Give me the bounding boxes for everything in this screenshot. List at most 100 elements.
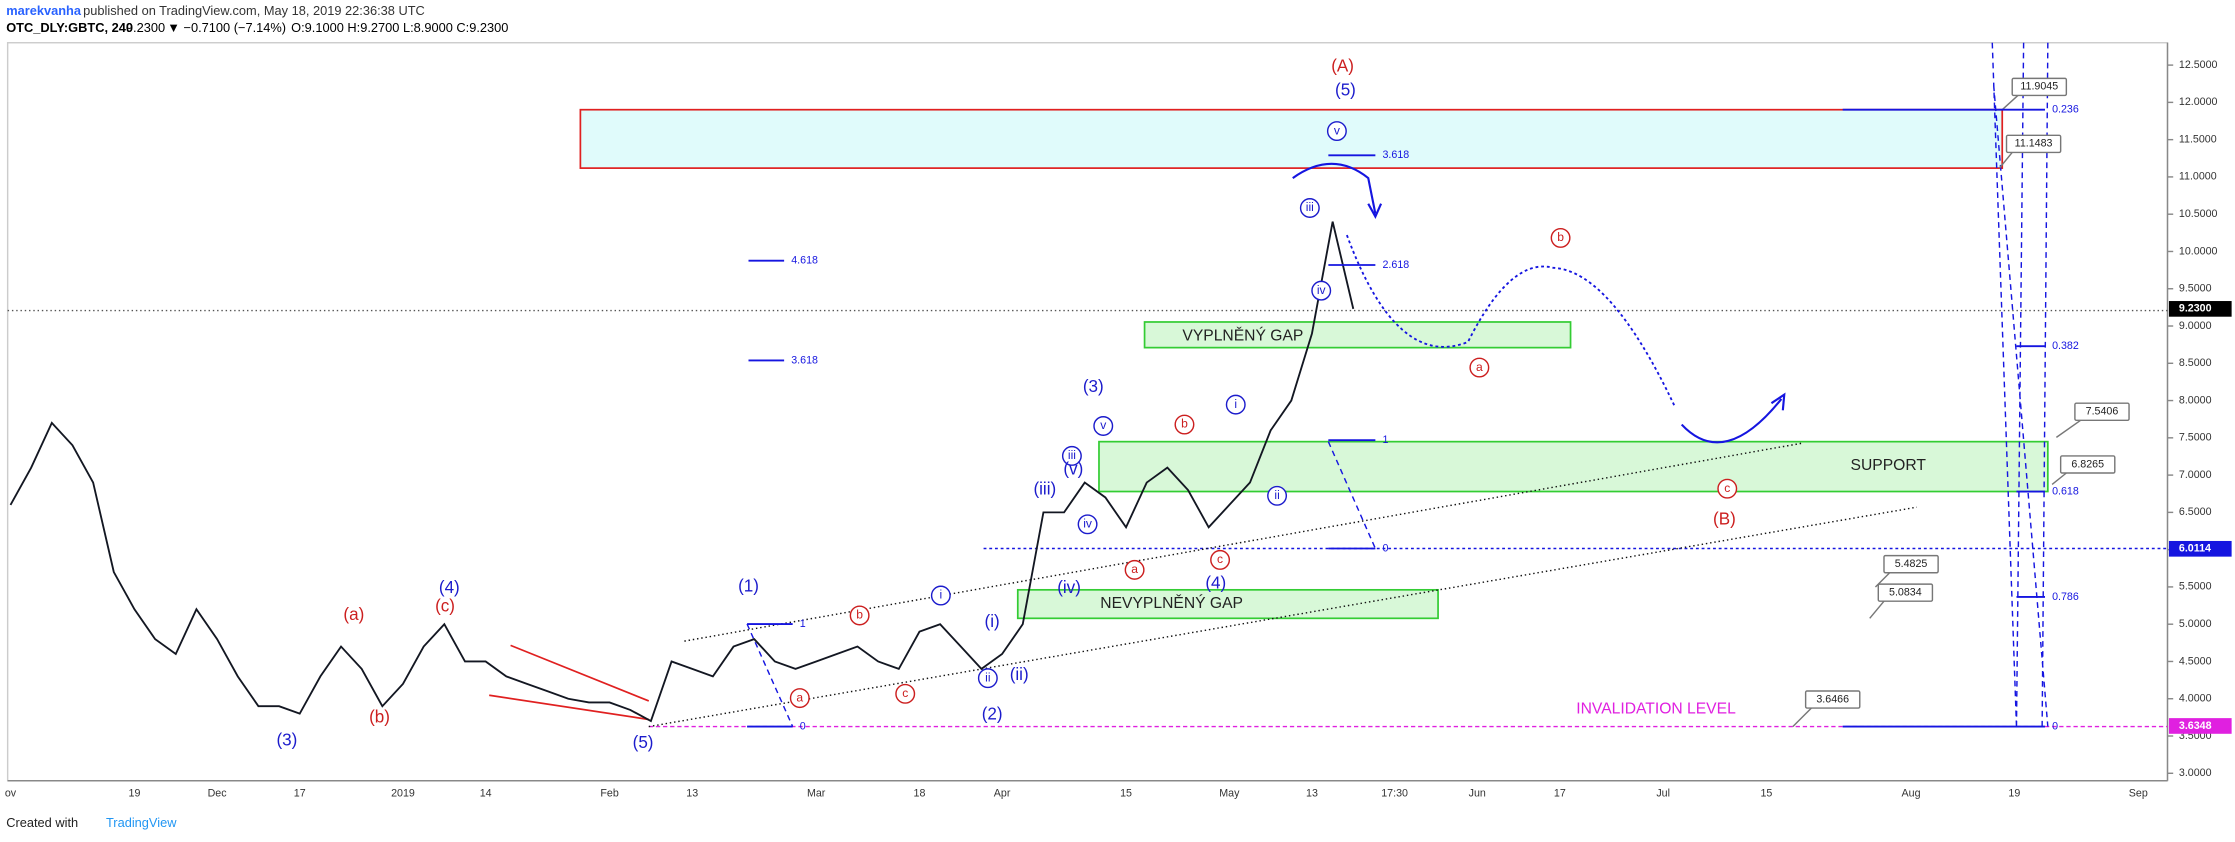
ohlc: O:9.1000 H:9.2700 L:8.9000 C:9.2300	[291, 20, 508, 35]
wave-circle	[849, 605, 870, 626]
wave-label: b	[856, 608, 863, 622]
callout-box	[2005, 134, 2062, 154]
x-tick-label: Sep	[2129, 787, 2148, 799]
callout-label: 3.6466	[1816, 693, 1849, 705]
callout-box	[1877, 583, 1934, 602]
wave-label: (4)	[439, 578, 460, 597]
trend-line	[684, 442, 1803, 642]
price-tag-label: 3.6348	[2179, 720, 2212, 732]
fib-label: 1	[1382, 434, 1388, 446]
wave-circle	[1550, 227, 1571, 248]
gap-zone	[1143, 321, 1572, 349]
wave-label: i	[1234, 397, 1237, 411]
footer-brand: TradingView	[106, 815, 177, 830]
y-tick-label: 9.5000	[2179, 283, 2212, 295]
wave-label: a	[1131, 562, 1138, 576]
arrow-head	[1770, 392, 1786, 411]
price-tag-label: 6.0114	[2179, 543, 2211, 555]
wave-circle	[1061, 445, 1082, 466]
callout-label: 5.4825	[1895, 558, 1928, 570]
gap-zone	[1016, 588, 1439, 620]
callout-label: 11.9045	[2020, 81, 2058, 93]
fib-label: 2.618	[1382, 259, 1409, 271]
callout-label: 11.1483	[2015, 138, 2053, 150]
y-tick-label: 5.0000	[2179, 618, 2212, 630]
x-tick-label: 19	[129, 787, 141, 799]
callout-leader	[1998, 151, 2013, 169]
wave-label: (3)	[276, 730, 297, 749]
wave-circle	[1210, 549, 1231, 570]
wave-label: (iv)	[1057, 578, 1081, 597]
y-tick-label: 11.5000	[2179, 133, 2217, 145]
wave-label: (5)	[1335, 81, 1356, 100]
x-tick-label: Mar	[807, 787, 826, 799]
fib-label: 0.786	[2052, 591, 2079, 603]
wave-circle	[1326, 121, 1347, 142]
author: marekvanha	[6, 3, 82, 18]
wave-label: iii	[1306, 200, 1314, 214]
y-tick-label: 4.0000	[2179, 693, 2212, 705]
fib-label: 0.236	[2052, 104, 2079, 116]
price-line	[9, 221, 1355, 723]
x-tick-label: 13	[686, 787, 698, 799]
wave-circle	[1311, 280, 1332, 301]
wave-label: iv	[1317, 283, 1326, 297]
wave-label: (a)	[343, 605, 364, 624]
y-tick-label: 10.0000	[2179, 245, 2218, 257]
wave-label: (B)	[1713, 510, 1736, 529]
fib-label: 0	[800, 720, 806, 732]
wave-label: v	[1334, 123, 1340, 137]
wave-label: (5)	[633, 733, 654, 752]
callout-box	[2059, 455, 2116, 474]
symbol: OTC_DLY:GBTC, 240	[6, 20, 133, 35]
x-tick-label: 19	[2008, 787, 2020, 799]
callout-leader	[1869, 600, 1885, 619]
y-tick-label: 6.5000	[2179, 506, 2212, 518]
price-tag	[2168, 301, 2232, 317]
last-price: 9.2300	[126, 20, 165, 35]
wave-circle	[1267, 485, 1288, 506]
trend-line	[648, 506, 1917, 728]
y-tick-label: 4.5000	[2179, 655, 2212, 667]
target-zone	[579, 108, 2004, 169]
wave-label: c	[1217, 552, 1223, 566]
fib-label: 3.618	[791, 354, 818, 366]
wave-label: c	[1724, 481, 1730, 495]
x-tick-label: 18	[914, 787, 926, 799]
zone-label: VYPLNĚNÝ GAP	[1182, 325, 1303, 344]
wave-label: (b)	[369, 708, 390, 727]
wave-label: c	[902, 686, 908, 700]
fib-label: 0	[2052, 720, 2058, 732]
callout-leader	[1792, 707, 1812, 728]
wave-label: i	[939, 588, 942, 602]
wave-label: b	[1181, 417, 1188, 431]
wave-label: v	[1100, 418, 1106, 432]
wave-label: (4)	[1205, 574, 1226, 593]
price-tag-label: 9.2300	[2179, 303, 2212, 315]
callout-label: 6.8265	[2071, 458, 2104, 470]
callout-box	[2074, 402, 2130, 421]
x-tick-label: 15	[1120, 787, 1132, 799]
zone-label: NEVYPLNĚNÝ GAP	[1100, 593, 1243, 612]
y-tick-label: 12.5000	[2179, 59, 2218, 71]
fib-label: 4.618	[791, 255, 818, 267]
wave-label: a	[1476, 360, 1483, 374]
x-tick-label: Jul	[1656, 787, 1670, 799]
x-tick-label: May	[1219, 787, 1240, 799]
callout-box	[1883, 554, 1939, 574]
wave-label: (c)	[435, 596, 455, 615]
arrow	[1292, 162, 1377, 214]
wave-circle	[1225, 394, 1246, 415]
y-tick-label: 12.0000	[2179, 96, 2218, 108]
wave-circle	[930, 585, 951, 606]
x-tick-label: 17	[1554, 787, 1566, 799]
y-tick-label: 7.0000	[2179, 469, 2212, 481]
arrow	[1680, 398, 1783, 444]
price-tag	[2168, 540, 2232, 557]
fib-label: 0.618	[2052, 485, 2079, 497]
x-tick-label: 15	[1761, 787, 1773, 799]
callout-leader	[2001, 94, 2019, 111]
y-tick-label: 5.5000	[2179, 581, 2212, 593]
callout-box	[2011, 77, 2068, 97]
